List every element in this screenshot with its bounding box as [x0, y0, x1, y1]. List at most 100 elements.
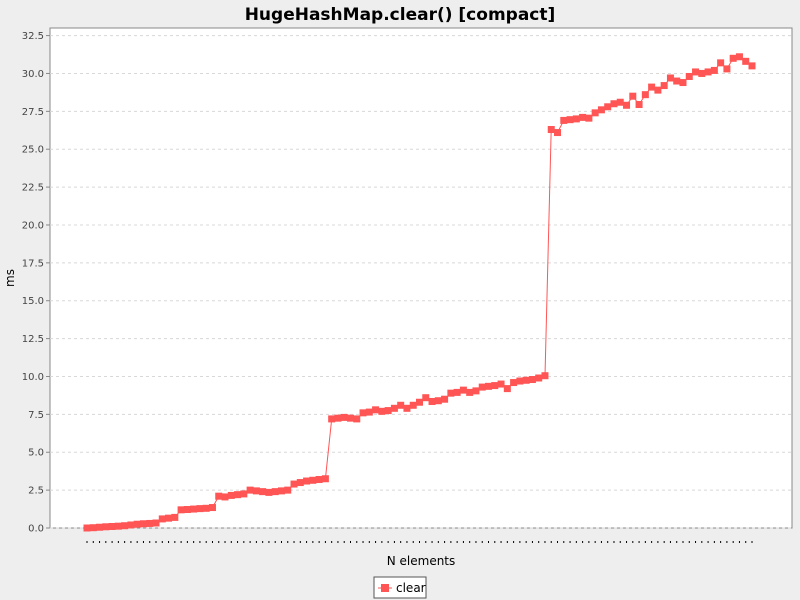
y-tick-label: 5.0: [28, 448, 44, 459]
data-point: [403, 404, 411, 412]
data-point: [108, 522, 116, 530]
data-point: [196, 505, 204, 513]
data-point: [666, 74, 674, 82]
data-point: [679, 79, 687, 87]
data-point: [378, 407, 386, 415]
data-point: [572, 115, 580, 123]
data-point: [623, 101, 631, 109]
data-point: [290, 480, 298, 488]
data-point: [416, 398, 423, 406]
data-point: [698, 69, 706, 77]
data-point: [152, 519, 160, 527]
data-point: [441, 395, 449, 403]
data-point: [158, 515, 166, 523]
data-point: [353, 415, 361, 423]
data-point: [748, 62, 756, 70]
y-tick-label: 25.0: [22, 145, 44, 156]
y-tick-label: 0.0: [28, 524, 44, 535]
data-point: [635, 101, 643, 109]
data-point: [359, 409, 367, 417]
data-point: [315, 476, 323, 484]
y-tick-label: 2.5: [28, 486, 44, 497]
data-point: [271, 488, 279, 496]
data-point: [183, 506, 191, 514]
data-point: [409, 401, 417, 409]
data-point: [729, 54, 737, 62]
data-point: [704, 68, 712, 76]
data-point: [234, 491, 242, 499]
data-point: [654, 86, 662, 94]
data-point: [221, 493, 229, 501]
data-point: [284, 486, 292, 494]
data-point: [535, 374, 543, 382]
data-point: [171, 513, 179, 521]
x-axis-ticks: [86, 541, 753, 543]
data-point: [328, 415, 336, 423]
data-point: [384, 407, 392, 415]
series-clear: [83, 53, 756, 532]
data-point: [673, 77, 681, 85]
data-point: [503, 385, 511, 393]
data-point: [660, 82, 668, 90]
data-point: [397, 401, 405, 409]
data-point: [610, 100, 618, 108]
y-tick-label: 20.0: [22, 220, 44, 231]
data-point: [146, 519, 154, 527]
data-point: [485, 382, 493, 390]
data-point: [541, 372, 549, 380]
data-point: [177, 506, 185, 514]
data-point: [516, 377, 524, 385]
data-point: [227, 491, 235, 499]
legend-label-clear: clear: [396, 581, 426, 595]
data-point: [96, 523, 104, 531]
data-point: [591, 109, 599, 117]
data-point: [139, 520, 147, 528]
data-point: [459, 386, 467, 394]
x-axis-label: N elements: [387, 554, 456, 568]
data-point: [434, 397, 442, 405]
data-point: [497, 380, 505, 388]
data-point: [723, 65, 731, 73]
data-point: [303, 477, 311, 485]
y-tick-label: 7.5: [28, 410, 44, 421]
y-axis-ticks: 0.0 2.5 5.0 7.5 10.0 12.5 15.0 17.5 20.0 22.5 25.0…: [22, 31, 50, 535]
data-point: [554, 129, 562, 137]
legend[interactable]: clear: [373, 576, 427, 599]
data-point: [89, 524, 97, 532]
data-point: [710, 66, 718, 74]
data-point: [365, 408, 373, 416]
plot-area: [49, 27, 793, 529]
data-point: [259, 488, 267, 496]
y-tick-label: 27.5: [22, 107, 44, 118]
data-point: [121, 522, 129, 530]
data-point: [202, 504, 210, 512]
data-point: [735, 53, 743, 61]
data-point: [597, 106, 605, 114]
data-point: [717, 59, 725, 67]
data-point: [114, 522, 122, 530]
data-point: [265, 488, 273, 496]
data-point: [692, 68, 700, 76]
y-tick-label: 30.0: [22, 69, 44, 80]
data-point: [346, 414, 354, 422]
data-point: [240, 490, 248, 498]
data-point: [648, 83, 656, 91]
y-tick-label: 12.5: [22, 334, 44, 345]
data-point: [208, 504, 216, 512]
data-point: [428, 397, 436, 405]
data-point: [528, 376, 536, 384]
data-point: [547, 126, 555, 134]
data-point: [491, 382, 499, 390]
data-point: [629, 92, 637, 100]
data-point: [334, 414, 342, 422]
data-point: [641, 91, 649, 99]
data-point: [585, 114, 593, 122]
data-point: [165, 514, 173, 522]
y-tick-label: 15.0: [22, 296, 44, 307]
data-point: [340, 413, 348, 421]
y-tick-label: 17.5: [22, 258, 44, 269]
legend-box: [373, 576, 427, 599]
data-point: [372, 406, 380, 414]
data-point: [522, 376, 530, 384]
y-tick-label: 10.0: [22, 372, 44, 383]
